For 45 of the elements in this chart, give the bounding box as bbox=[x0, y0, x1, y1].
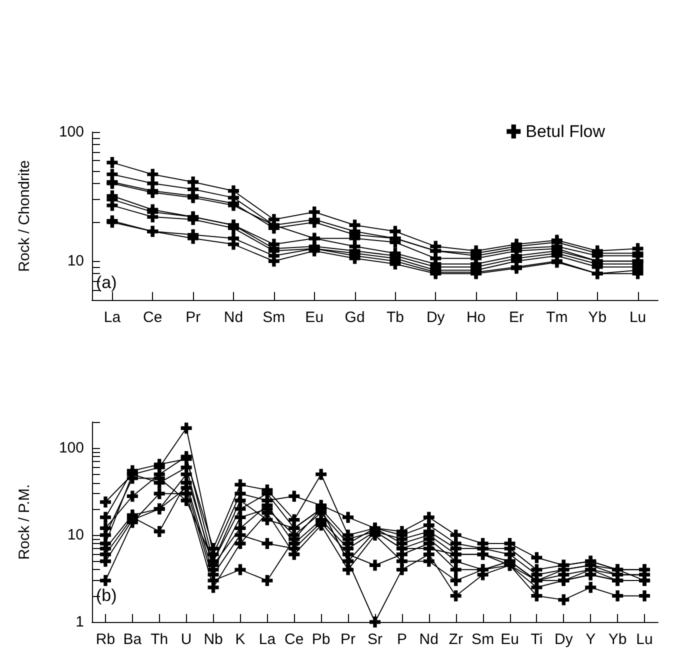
x-tick-label: Yb bbox=[608, 631, 627, 648]
x-tick-label: Lu bbox=[636, 631, 653, 648]
y-axis-title: Rock / P.M. bbox=[16, 484, 33, 560]
x-tick-label: Pb bbox=[312, 631, 330, 648]
x-tick-label: Tb bbox=[386, 309, 404, 326]
x-tick-label: Tm bbox=[546, 309, 568, 326]
x-tick-label: Ti bbox=[530, 631, 543, 648]
x-tick-label: Nd bbox=[224, 309, 244, 326]
x-tick-label: Dy bbox=[554, 631, 574, 648]
annotation: (b) bbox=[96, 586, 117, 605]
x-tick-label: Pr bbox=[186, 309, 201, 326]
annotation: (a) bbox=[96, 273, 117, 292]
y-tick-label: 100 bbox=[58, 440, 84, 457]
x-tick-label: Ba bbox=[123, 631, 142, 648]
x-tick-label: Nd bbox=[419, 631, 438, 648]
y-tick-label: 10 bbox=[67, 526, 84, 544]
x-tick-label: U bbox=[180, 631, 192, 648]
x-tick-label: Sm bbox=[262, 309, 286, 326]
x-tick-label: Eu bbox=[305, 309, 324, 326]
x-tick-label: Yb bbox=[588, 309, 607, 326]
y-tick-label: 1 bbox=[76, 614, 84, 630]
x-tick-label: P bbox=[396, 631, 407, 648]
x-tick-label: Y bbox=[586, 631, 596, 648]
x-tick-label: La bbox=[104, 309, 122, 326]
x-tick-label: Th bbox=[150, 631, 168, 648]
x-tick-label: Ce bbox=[284, 631, 304, 648]
x-tick-label: Ho bbox=[466, 309, 486, 326]
x-tick-label: Pr bbox=[340, 631, 356, 648]
y-tick-label: 10 bbox=[67, 252, 84, 270]
x-tick-label: Zr bbox=[448, 631, 463, 648]
x-tick-label: Gd bbox=[344, 309, 365, 326]
x-tick-label: La bbox=[258, 631, 276, 648]
x-tick-label: K bbox=[235, 631, 246, 648]
x-tick-label: Rb bbox=[96, 631, 116, 648]
x-tick-label: Er bbox=[509, 309, 524, 326]
y-tick-label: 100 bbox=[58, 124, 84, 140]
y-axis-title: Rock / Chondrite bbox=[16, 160, 33, 272]
x-tick-label: Nb bbox=[204, 631, 223, 648]
x-tick-label: Ce bbox=[143, 309, 162, 326]
x-tick-label: Sr bbox=[368, 631, 383, 648]
x-tick-label: Dy bbox=[426, 309, 446, 326]
legend-label: Betul Flow bbox=[526, 122, 606, 141]
x-tick-label: Eu bbox=[500, 631, 519, 648]
x-tick-label: Lu bbox=[629, 309, 646, 326]
x-tick-label: Sm bbox=[472, 631, 494, 648]
